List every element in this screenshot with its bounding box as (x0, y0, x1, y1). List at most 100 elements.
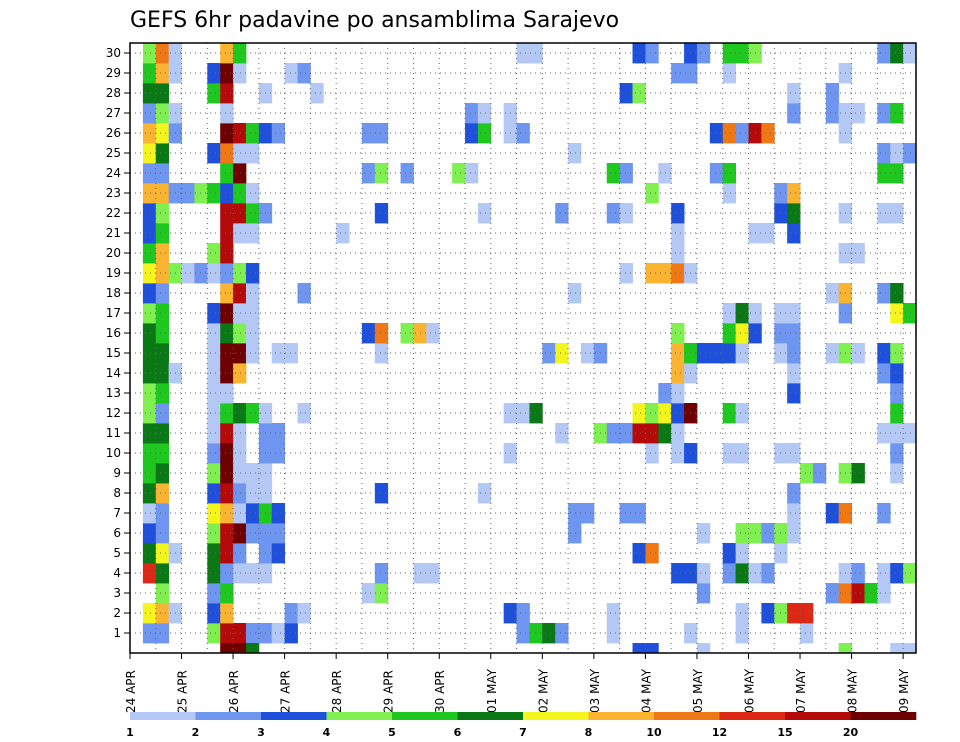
precip-cell (877, 43, 891, 64)
precip-cell (142, 443, 157, 464)
color-bar-segment (261, 712, 327, 720)
precip-cell (220, 543, 234, 564)
precip-cell (207, 183, 221, 204)
precip-cell (142, 103, 157, 124)
y-tick-label: 25 (106, 146, 121, 160)
precip-cell (233, 423, 247, 444)
precip-cell (516, 43, 530, 64)
precip-cell (207, 503, 221, 524)
y-axis: 1234567891011121314151617181920212223242… (106, 46, 130, 640)
precip-cell (155, 143, 170, 164)
precip-cell (722, 43, 737, 64)
precip-cell (336, 223, 350, 244)
precip-cell (555, 423, 569, 444)
precip-cell (271, 523, 286, 544)
precip-cell (735, 43, 749, 64)
precip-cell (632, 43, 646, 64)
precip-cell (516, 623, 530, 644)
precip-cell (194, 183, 208, 204)
precip-cell (890, 563, 904, 584)
precip-cell (671, 363, 685, 384)
precip-cell (220, 523, 234, 544)
precip-cell (452, 163, 466, 184)
precip-cell (233, 563, 247, 584)
precip-cell (155, 303, 170, 324)
precip-cell (374, 483, 389, 504)
chart-title: GEFS 6hr padavine po ansamblima Sarajevo (130, 8, 619, 33)
precip-cell (800, 463, 814, 484)
precip-cell (890, 643, 904, 653)
precip-cell (142, 143, 157, 164)
precip-cell (696, 583, 711, 604)
precip-cell (207, 83, 221, 104)
precip-cell (671, 223, 685, 244)
precip-cell (877, 563, 891, 584)
precip-cell (890, 423, 904, 444)
precip-cell (155, 183, 170, 204)
precip-cell (709, 123, 724, 144)
precip-cell (877, 503, 891, 524)
precip-cell (207, 603, 221, 624)
x-tick-label: 03 MAY (588, 668, 602, 713)
precip-cell (245, 643, 260, 653)
precip-cell (207, 143, 221, 164)
precip-cell (890, 43, 904, 64)
precip-cell (877, 423, 891, 444)
precip-cell (696, 643, 711, 653)
color-bar-label: 1 (126, 726, 134, 739)
precip-cell (787, 203, 801, 224)
precip-cell (155, 323, 170, 344)
precip-cell (877, 583, 891, 604)
precip-cell (400, 163, 414, 184)
precip-cell (696, 343, 711, 364)
precip-cell (233, 443, 247, 464)
precip-cell (220, 443, 234, 464)
precip-cell (233, 543, 247, 564)
precip-cell (142, 323, 157, 344)
precip-cell (735, 563, 749, 584)
precip-cell (787, 223, 801, 244)
precip-cell (142, 203, 157, 224)
precip-cell (181, 263, 195, 284)
precip-cell (632, 643, 646, 653)
precip-cell (877, 203, 891, 224)
precip-cell (645, 43, 659, 64)
x-tick-label: 09 MAY (897, 668, 911, 713)
precip-cell (297, 283, 311, 304)
precip-cell (220, 363, 234, 384)
precip-cell (645, 643, 659, 653)
precip-cell (155, 463, 170, 484)
precip-cell (542, 343, 556, 364)
y-tick-label: 14 (106, 366, 121, 380)
precip-cell (735, 323, 749, 344)
precip-cell (207, 623, 221, 644)
color-bar-label: 20 (843, 726, 859, 739)
precip-cell (142, 183, 157, 204)
precip-cell (671, 263, 685, 284)
precip-cell (220, 123, 234, 144)
precip-cell (142, 623, 157, 644)
precip-cell (851, 343, 865, 364)
precip-cell (233, 263, 247, 284)
precip-cell (696, 523, 711, 544)
precip-cell (220, 63, 234, 84)
color-bar-label: 7 (519, 726, 527, 739)
precip-cell (619, 423, 633, 444)
precip-cell (671, 443, 685, 464)
precip-cell (155, 403, 170, 424)
y-tick-label: 5 (113, 546, 121, 560)
precip-cell (245, 183, 260, 204)
precip-cell (155, 83, 170, 104)
precip-cell (284, 603, 298, 624)
precip-cell (838, 643, 852, 653)
precip-cell (606, 623, 621, 644)
precip-cell (800, 623, 814, 644)
precip-cell (142, 563, 157, 584)
precip-cell (233, 463, 247, 484)
precip-cell (207, 543, 221, 564)
precip-cell (155, 563, 170, 584)
x-tick-label: 08 MAY (846, 668, 860, 713)
color-bar: 1 2 3 4 5 6 7 8 10 12 15 20 (126, 712, 917, 739)
precip-cell (903, 643, 917, 653)
precip-cell (361, 583, 376, 604)
